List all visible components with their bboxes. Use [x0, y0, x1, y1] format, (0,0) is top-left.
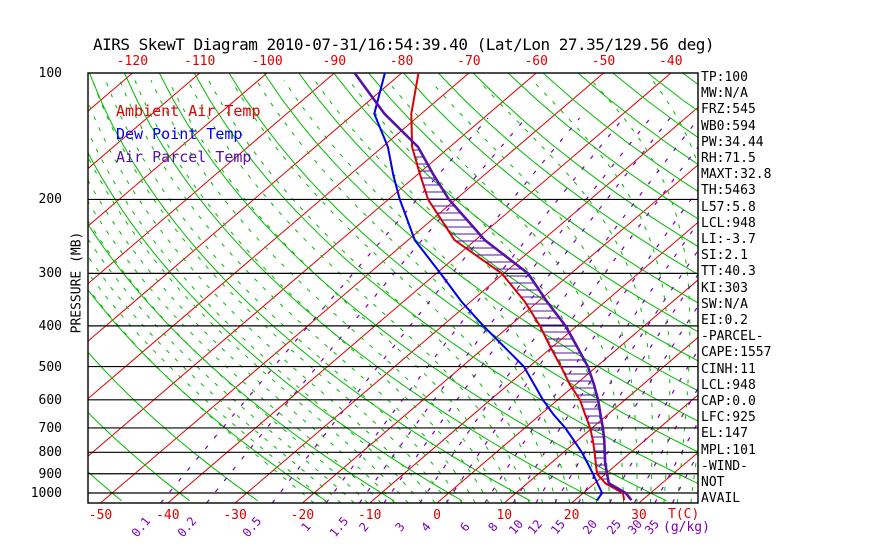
pressure-tick-label: 1000 — [30, 486, 62, 501]
stat-row: SW:N/A — [701, 296, 748, 312]
top-temp-tick-label: -120 — [116, 54, 149, 69]
top-temp-tick-label: -40 — [659, 54, 683, 69]
stat-row: CAPE:1557 — [701, 345, 772, 361]
stat-row: MW:N/A — [701, 86, 748, 102]
bottom-temp-tick-label: 20 — [563, 508, 580, 523]
bottom-temp-tick-label: -10 — [357, 508, 382, 523]
pressure-tick-label: 300 — [38, 266, 62, 282]
pressure-tick-label: 100 — [38, 66, 62, 81]
parcel-curve — [353, 73, 633, 502]
stat-row: CINH:11 — [701, 361, 756, 377]
legend-item: Dew Point Temp — [116, 125, 243, 143]
bottom-temp-tick-label: 30 — [631, 508, 647, 523]
stat-row: FRZ:545 — [701, 102, 756, 118]
legend-item: Ambient Air Temp — [116, 102, 261, 120]
pressure-tick-label: 200 — [38, 192, 62, 208]
stat-row: LCL:948 — [701, 215, 756, 231]
pressure-tick-label: 900 — [38, 466, 62, 482]
top-temp-tick-label: -70 — [457, 54, 481, 69]
stat-row: NOT — [701, 475, 725, 490]
bottom-temp-tick-label: -30 — [223, 508, 247, 523]
stat-row: MAXT:32.8 — [701, 167, 772, 183]
stat-row: PW:34.44 — [701, 134, 764, 150]
stat-row: EI:0.2 — [701, 313, 748, 328]
bottom-temp-tick-label: -50 — [88, 508, 113, 523]
pressure-tick-label: 600 — [38, 392, 62, 408]
stat-row: LFC:925 — [701, 410, 756, 426]
pressure-tick-label: 400 — [38, 318, 62, 334]
pressure-axis-label: PRESSURE (MB) — [69, 231, 85, 334]
bottom-temp-tick-label: 0 — [433, 508, 441, 523]
legend: Ambient Air Temp Dew Point Temp Air Parcel… — [116, 100, 261, 169]
mixing-ratio-unit-label: (g/kg) — [663, 520, 710, 535]
cape-hatching — [412, 149, 614, 487]
stat-row: L57:5.8 — [701, 199, 756, 215]
bottom-temp-tick-label: -40 — [156, 508, 180, 523]
top-temp-tick-label: -110 — [184, 54, 216, 69]
pressure-tick-label: 500 — [38, 359, 62, 375]
stat-row: MPL:101 — [701, 442, 756, 458]
stat-row: LI:-3.7 — [701, 232, 756, 247]
top-temp-tick-label: -100 — [251, 54, 283, 69]
stat-row: -PARCEL- — [701, 329, 764, 345]
top-temp-tick-label: -60 — [524, 54, 548, 69]
top-temp-tick-label: -90 — [322, 54, 347, 69]
legend-item: Air Parcel Temp — [116, 148, 252, 166]
dry-adiabat-lines — [88, 73, 698, 502]
top-temp-tick-label: -80 — [389, 54, 414, 69]
stat-row: TP:100 — [701, 70, 748, 85]
bottom-temp-tick-label: 10 — [496, 508, 513, 523]
stat-row: KI:303 — [701, 280, 748, 296]
stat-row: RH:71.5 — [701, 151, 756, 166]
stat-row: -WIND- — [701, 458, 748, 474]
stat-row: TH:5463 — [701, 183, 756, 199]
mixing-ratio-lines — [160, 117, 698, 503]
stat-row: LCL:948 — [701, 377, 756, 393]
stat-row: TT:40.3 — [701, 264, 756, 280]
chart-title: AIRS SkewT Diagram 2010-07-31/16:54:39.4… — [93, 35, 715, 54]
ambient-curve — [410, 73, 626, 501]
stat-row: WB0:594 — [701, 118, 756, 134]
dewpoint-curve — [373, 73, 604, 501]
stat-row: AVAIL — [701, 491, 741, 507]
top-temp-tick-label: -50 — [591, 54, 616, 69]
stat-row: CAP:0.0 — [701, 394, 756, 409]
pressure-tick-label: 800 — [38, 445, 62, 461]
temp-axis-unit-label: T(C) — [668, 507, 700, 522]
pressure-gridlines — [88, 198, 698, 494]
stat-row: EL:147 — [701, 426, 748, 442]
stat-row: SI:2.1 — [701, 248, 748, 264]
pressure-tick-label: 700 — [38, 420, 62, 436]
plot-border — [87, 72, 699, 504]
bottom-temp-tick-label: -20 — [290, 508, 315, 523]
